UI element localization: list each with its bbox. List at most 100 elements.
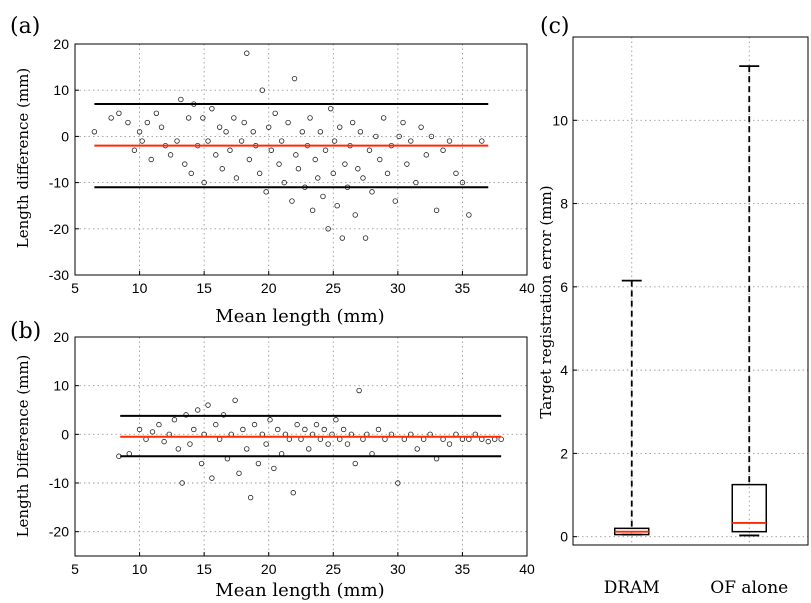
chart-b-ytick-label: -10: [49, 475, 69, 491]
data-point: [136, 426, 143, 433]
data-point: [291, 75, 298, 82]
data-point: [285, 119, 291, 126]
chart-a-xtick-label: 40: [519, 280, 535, 296]
data-point: [231, 115, 237, 121]
chart-b-xtick-label: 25: [325, 561, 341, 577]
chart-c-boxes: [614, 65, 767, 537]
chart-a-xtick-label: 35: [455, 280, 471, 296]
data-point: [209, 105, 215, 112]
data-point: [293, 152, 299, 158]
chart-a-xlabel: Mean length (mm): [215, 306, 384, 327]
data-point: [294, 421, 300, 428]
chart-b-xtick-label: 10: [132, 561, 148, 577]
data-point: [276, 161, 282, 167]
data-point: [272, 110, 278, 116]
data-point: [200, 115, 206, 121]
chart-a-xtick-label: 15: [196, 280, 212, 296]
data-point: [380, 115, 387, 121]
chart-b-ytick-label: -20: [49, 524, 69, 540]
chart-a-ticks: 5 10 15 20 25 30 35 40 -30 -20 -10 0 10 20: [49, 36, 535, 296]
chart-a-ytick-label: -10: [49, 175, 69, 191]
chart-a-ytick-label: -20: [49, 221, 69, 237]
chart-c-ylabel: Target registration error (mm): [537, 185, 555, 418]
data-point: [158, 124, 165, 130]
chart-a-ytick-label: 0: [61, 128, 69, 144]
data-point: [307, 115, 313, 121]
data-point: [191, 426, 197, 433]
data-point: [352, 460, 358, 467]
chart-c-ytick-label: 0: [560, 529, 568, 545]
data-point: [266, 124, 272, 130]
chart-b-ylabel: Length Difference (mm): [14, 355, 32, 538]
chart-b: 5 10 15 20 25 30 35 40 -20 -10 0 10 20 Mean length (…: [14, 329, 535, 601]
chart-b-xlabel: Mean length (mm): [215, 580, 384, 601]
chart-b-grid: [75, 337, 527, 556]
data-point: [175, 446, 182, 452]
data-point: [108, 115, 114, 121]
data-point: [428, 133, 435, 140]
data-point: [233, 175, 240, 181]
chart-a-frame: [74, 43, 528, 276]
data-point: [161, 438, 167, 445]
data-point: [418, 124, 424, 130]
data-point: [395, 480, 401, 486]
chart-b-xtick-label: 30: [390, 561, 406, 577]
data-point: [317, 129, 324, 135]
data-point: [313, 421, 320, 428]
data-point: [352, 212, 358, 218]
chart-c-ticks: 0 2 4 6 8 10 DRAM OF alone: [552, 112, 788, 598]
chart-a-grid: [75, 44, 527, 275]
data-point: [373, 133, 379, 140]
data-point: [413, 179, 419, 186]
chart-c-frame: [572, 36, 809, 546]
data-point: [344, 441, 351, 447]
data-point: [369, 189, 375, 195]
chart-a-ylabel: Length difference (mm): [14, 68, 32, 248]
chart-a-xtick-label: 30: [390, 280, 406, 296]
chart-a: 5 10 15 20 25 30 35 40 -30 -20 -10 0 10 20 Mean lengt…: [14, 36, 535, 327]
data-point: [333, 417, 339, 423]
data-point: [198, 460, 205, 467]
data-point: [149, 429, 156, 435]
data-point: [356, 387, 362, 394]
chart-c: 0 2 4 6 8 10 DRAM OF alone Target registration …: [537, 36, 809, 598]
data-point: [295, 166, 302, 172]
data-point: [247, 494, 254, 501]
data-point: [355, 166, 361, 172]
data-point: [263, 189, 269, 195]
chart-c-ytick-label: 4: [560, 362, 568, 378]
data-point: [271, 465, 277, 472]
data-point: [275, 426, 281, 433]
chart-b-lines: [120, 414, 502, 458]
data-point: [479, 138, 485, 144]
data-point: [423, 152, 429, 158]
data-point: [404, 161, 410, 167]
data-point: [342, 161, 348, 167]
data-point: [240, 426, 246, 433]
chart-a-ytick-label: 10: [53, 82, 69, 98]
data-point: [259, 87, 265, 93]
category-label-dram: DRAM: [604, 578, 660, 598]
data-point: [201, 179, 207, 186]
data-point: [185, 115, 192, 121]
data-point: [116, 110, 122, 116]
data-point: [466, 212, 472, 218]
chart-c-ytick-label: 8: [560, 196, 568, 212]
chart-b-ticks: 5 10 15 20 25 30 35 40 -20 -10 0 10 20: [49, 329, 535, 577]
data-point: [244, 446, 250, 452]
chart-b-frame: [74, 336, 528, 557]
data-point: [216, 124, 223, 130]
data-point: [290, 490, 296, 496]
data-point: [187, 441, 193, 447]
data-point: [384, 170, 391, 177]
data-point: [446, 441, 453, 447]
data-point: [182, 161, 188, 167]
chart-a-ytick-label: -30: [49, 267, 69, 283]
data-point: [485, 438, 491, 445]
data-point: [440, 147, 446, 153]
data-point: [331, 138, 338, 144]
data-point: [299, 129, 305, 135]
data-point: [349, 119, 356, 126]
data-point: [320, 193, 326, 200]
chart-b-xtick-label: 35: [455, 561, 471, 577]
